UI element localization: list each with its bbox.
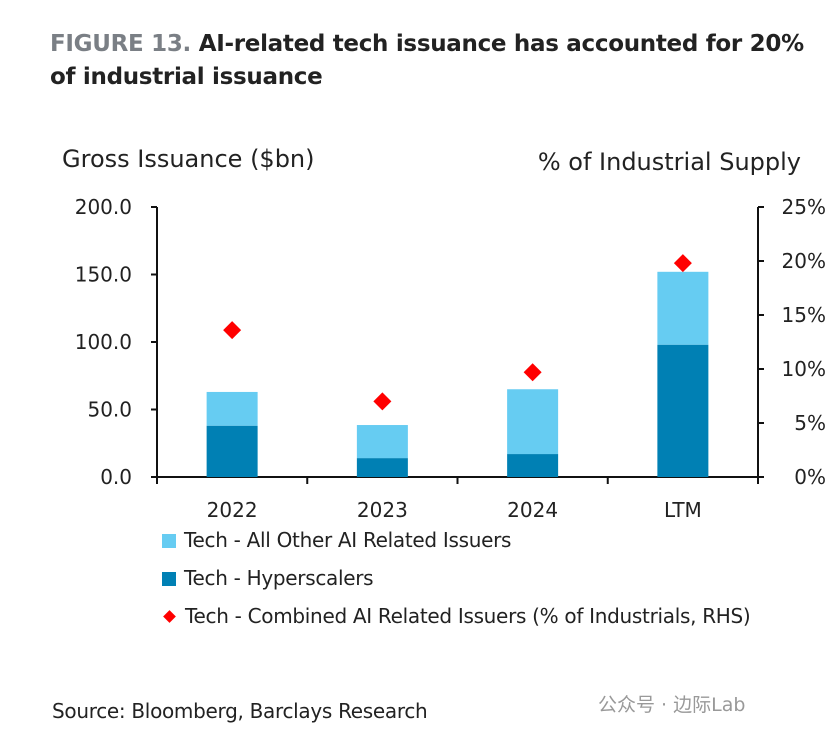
y-right-tick-label: 15% xyxy=(782,303,826,327)
y-axis-right-label: % of Industrial Supply xyxy=(538,148,801,176)
legend-item-combined: Tech - Combined AI Related Issuers (% of… xyxy=(162,604,751,628)
source-note: Source: Bloomberg, Barclays Research xyxy=(52,699,428,723)
y-axis-label: Gross Issuance ($bn) xyxy=(62,145,315,173)
legend-swatch-hyperscalers xyxy=(162,572,176,586)
bar-others xyxy=(356,425,408,459)
legend-item-others: Tech - All Other AI Related Issuers xyxy=(162,528,511,552)
legend-label: Tech - Hyperscalers xyxy=(184,566,374,590)
marker-combined xyxy=(223,321,242,340)
legend-label: Tech - Combined AI Related Issuers (% of… xyxy=(185,604,751,628)
bar-others xyxy=(657,271,709,345)
y-right-tick-label: 10% xyxy=(782,357,826,381)
y-right-tick-label: 5% xyxy=(794,411,826,435)
bar-others xyxy=(507,389,559,455)
y-tick-label: 0.0 xyxy=(100,465,132,489)
y-right-tick-label: 20% xyxy=(782,249,826,273)
y-tick-label: 50.0 xyxy=(87,398,132,422)
legend-label: Tech - All Other AI Related Issuers xyxy=(184,528,512,552)
bar-hyperscalers xyxy=(356,458,408,477)
legend-swatch-others xyxy=(162,534,176,548)
figure-label: FIGURE 13. xyxy=(50,31,191,57)
x-tick-label: 2023 xyxy=(357,498,408,522)
bar-others xyxy=(206,391,258,426)
y-tick-label: 150.0 xyxy=(75,263,132,287)
title-text: AI-related tech issuance has accounted f… xyxy=(50,31,804,90)
chart-title: FIGURE 13. AI-related tech issuance has … xyxy=(50,28,810,94)
y-tick-label: 100.0 xyxy=(75,330,132,354)
bar-hyperscalers xyxy=(507,454,559,477)
marker-combined xyxy=(673,254,692,273)
marker-combined xyxy=(373,392,392,411)
x-tick-label: LTM xyxy=(664,498,702,522)
marker-combined xyxy=(523,363,542,382)
legend-diamond-icon xyxy=(163,610,176,623)
watermark: 公众号 · 边际Lab xyxy=(598,694,746,716)
bar-hyperscalers xyxy=(206,425,258,477)
bar-hyperscalers xyxy=(657,344,709,477)
x-tick-label: 2022 xyxy=(207,498,258,522)
y-right-tick-label: 25% xyxy=(782,195,826,219)
y-right-tick-label: 0% xyxy=(794,465,826,489)
y-tick-label: 200.0 xyxy=(75,195,132,219)
legend-item-hyperscalers: Tech - Hyperscalers xyxy=(162,566,374,590)
x-tick-label: 2024 xyxy=(507,498,558,522)
